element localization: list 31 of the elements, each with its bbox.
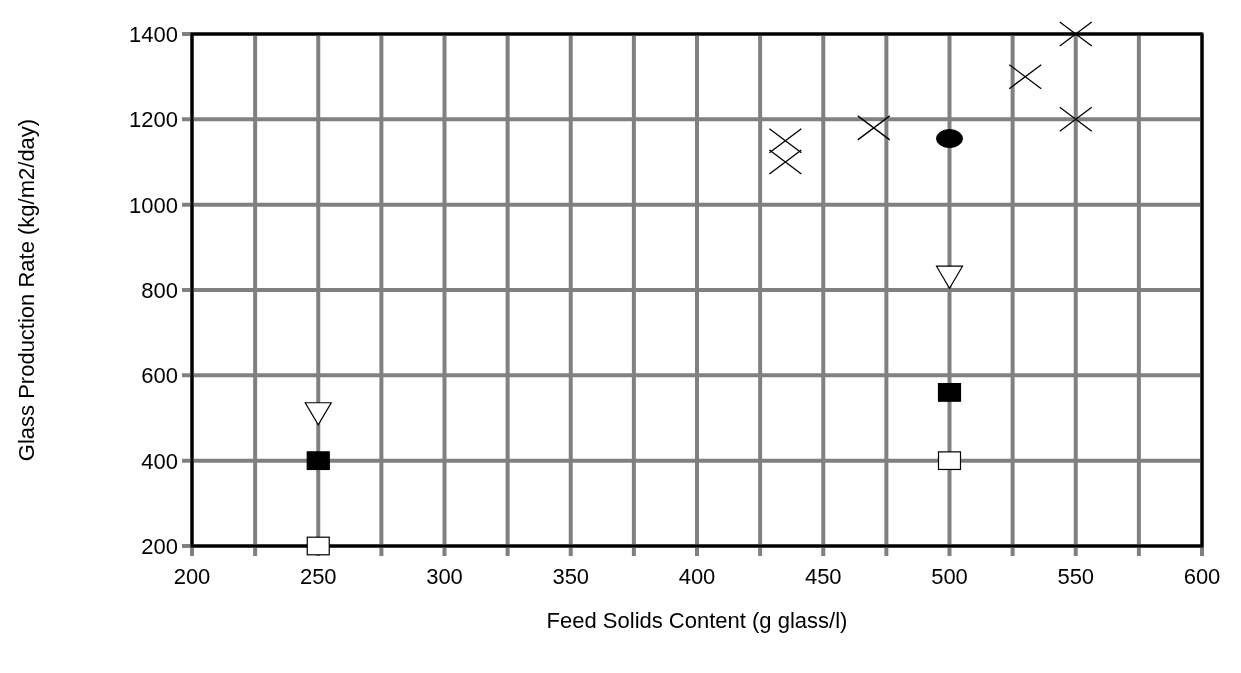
point bbox=[937, 451, 962, 471]
x-tick-label: 550 bbox=[1057, 564, 1095, 589]
x-tick-label: 500 bbox=[931, 564, 968, 589]
x-tick-label: 600 bbox=[1183, 564, 1221, 589]
point bbox=[306, 536, 330, 556]
point bbox=[768, 149, 803, 175]
x-tick-label: 300 bbox=[426, 564, 463, 589]
point bbox=[306, 451, 330, 471]
point bbox=[1059, 106, 1093, 132]
point bbox=[768, 128, 803, 154]
x-tick-label: 200 bbox=[173, 564, 211, 589]
y-tick-label: 600 bbox=[141, 363, 178, 389]
x-tick-label: 450 bbox=[804, 564, 842, 589]
point bbox=[936, 129, 963, 149]
y-tick-label: 1400 bbox=[129, 22, 178, 47]
y-tick-label: 1200 bbox=[129, 107, 178, 133]
point bbox=[935, 265, 964, 289]
y-axis-title: Glass Production Rate (kg/m2/day) bbox=[14, 118, 39, 462]
x-tick-label: 400 bbox=[678, 564, 716, 589]
x-tick-label: 250 bbox=[299, 564, 337, 589]
y-tick-label: 800 bbox=[141, 278, 178, 303]
y-tick-label: 200 bbox=[141, 534, 178, 559]
x-axis-title: Feed Solids Content (g glass/l) bbox=[546, 608, 848, 633]
point bbox=[1059, 21, 1093, 47]
point bbox=[857, 115, 891, 141]
point bbox=[304, 402, 332, 426]
point bbox=[937, 383, 962, 402]
y-tick-label: 400 bbox=[141, 448, 178, 474]
point bbox=[1008, 64, 1042, 90]
y-tick-label: 1000 bbox=[129, 192, 178, 218]
x-tick-label: 350 bbox=[552, 564, 590, 589]
